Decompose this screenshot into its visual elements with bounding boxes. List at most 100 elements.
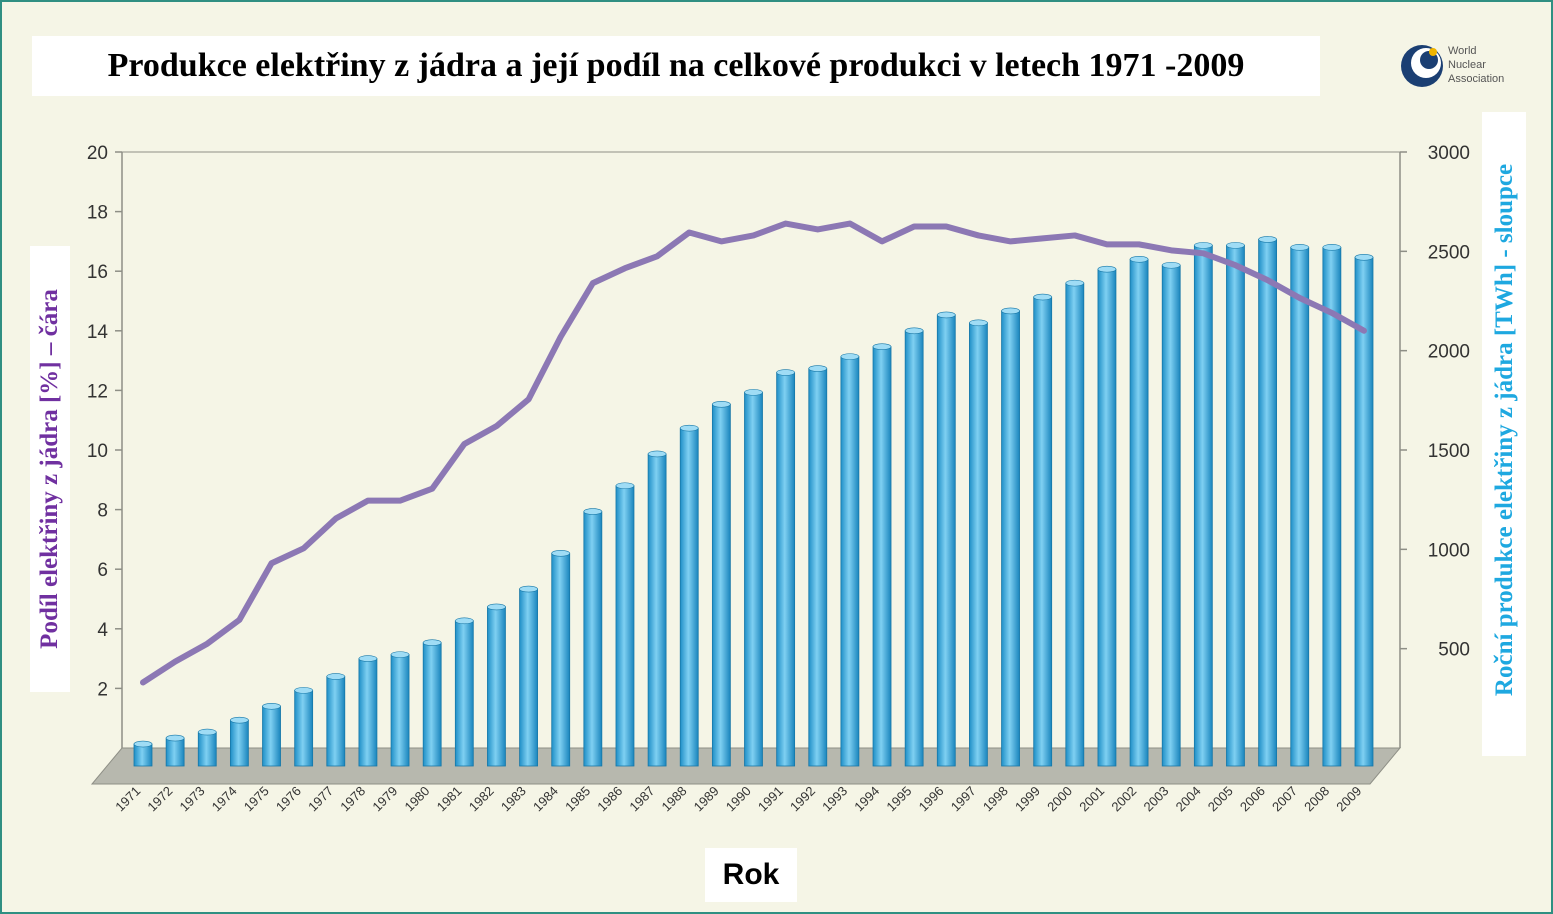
- bar-cap: [390, 651, 410, 658]
- x-tick-label: 1974: [209, 783, 240, 814]
- title-box: Produkce elektřiny z jádra a její podíl …: [32, 36, 1320, 96]
- x-tick-label: 2006: [1237, 783, 1268, 814]
- x-tick-label: 1984: [530, 783, 561, 814]
- x-tick-label: 1995: [883, 783, 914, 814]
- bar: [487, 606, 506, 767]
- bar: [1226, 244, 1245, 767]
- bar: [711, 403, 731, 767]
- left-tick-label: 20: [87, 143, 108, 164]
- bar-cap: [165, 734, 185, 742]
- x-tick-label: 2002: [1108, 783, 1139, 814]
- bar-cap: [519, 585, 538, 593]
- right-tick-label: 3000: [1428, 143, 1470, 164]
- bar: [1290, 246, 1310, 767]
- left-axis-label-box: [30, 246, 70, 692]
- x-tick-label: 1986: [594, 783, 625, 814]
- x-tick-label: 1994: [851, 783, 882, 814]
- bar-cap: [230, 716, 249, 724]
- bar: [744, 391, 763, 767]
- svg-text:Nuclear: Nuclear: [1448, 59, 1486, 71]
- bar: [326, 676, 346, 767]
- x-tick-label: 1980: [401, 783, 432, 814]
- bar-cap: [615, 482, 635, 490]
- bar: [1322, 246, 1342, 767]
- bar: [904, 330, 924, 767]
- bar: [1161, 264, 1181, 767]
- bar-cap: [455, 617, 474, 625]
- bar-cap: [1097, 265, 1117, 273]
- bar: [1001, 310, 1020, 767]
- bar: [358, 658, 378, 767]
- bar: [840, 356, 860, 767]
- bar: [776, 372, 796, 767]
- bar-cap: [872, 343, 892, 350]
- x-tick-label: 1990: [723, 783, 754, 814]
- bar: [551, 552, 571, 767]
- bar-cap: [326, 673, 346, 680]
- bar: [1065, 282, 1085, 767]
- bar-cap: [936, 311, 956, 319]
- bar-cap: [294, 687, 313, 694]
- bar-cap: [776, 369, 795, 376]
- bar-cap: [840, 353, 860, 360]
- bar-cap: [358, 655, 378, 662]
- bar-cap: [487, 603, 506, 611]
- bar: [679, 427, 699, 767]
- left-tick-label: 16: [87, 262, 108, 283]
- bar-cap: [262, 702, 281, 710]
- x-tick-label: 1978: [337, 783, 368, 814]
- x-tick-label: 1989: [691, 783, 722, 814]
- svg-text:World: World: [1448, 45, 1477, 57]
- bar-cap: [1129, 255, 1149, 263]
- bar: [294, 689, 314, 767]
- bar: [519, 588, 538, 767]
- bar: [229, 719, 249, 767]
- x-tick-label: 2005: [1205, 783, 1236, 814]
- left-tick-label: 18: [87, 203, 108, 224]
- bar-cap: [1001, 307, 1020, 315]
- right-tick-label: 500: [1438, 640, 1470, 661]
- x-tick-label: 1981: [434, 783, 465, 814]
- right-tick-label: 2000: [1428, 342, 1470, 363]
- svg-text:Association: Association: [1448, 73, 1504, 85]
- bar-cap: [1226, 242, 1245, 249]
- left-tick-label: 14: [87, 322, 109, 343]
- bar-cap: [679, 424, 699, 432]
- x-tick-label: 1985: [562, 783, 593, 814]
- bar-cap: [1322, 244, 1342, 251]
- x-tick-label: 1975: [241, 783, 272, 814]
- bar-cap: [1290, 244, 1310, 251]
- x-tick-label: 1991: [755, 783, 786, 814]
- right-axis-label-box: [1482, 112, 1526, 756]
- right-tick-label: 2500: [1428, 242, 1470, 263]
- right-tick-label: 1000: [1428, 540, 1470, 561]
- left-tick-label: 4: [97, 620, 108, 641]
- bar: [647, 453, 667, 767]
- x-tick-label: 1971: [112, 783, 143, 814]
- left-tick-label: 12: [87, 381, 108, 402]
- bar-cap: [1033, 293, 1052, 301]
- x-tick-label: 1987: [626, 783, 657, 814]
- x-tick-label: 2001: [1076, 783, 1107, 814]
- x-tick-label: 1993: [819, 783, 850, 814]
- x-tick-label: 1988: [659, 783, 690, 814]
- bar: [262, 705, 281, 767]
- bar: [1129, 258, 1149, 767]
- x-tick-label: 1976: [273, 783, 304, 814]
- x-tick-label: 1973: [177, 783, 208, 814]
- bar: [1033, 296, 1053, 767]
- world-nuclear-association-logo: World Nuclear Association: [1401, 45, 1504, 87]
- bar-cap: [904, 327, 924, 335]
- bar-cap: [1065, 279, 1085, 287]
- x-tick-label: 2009: [1333, 783, 1364, 814]
- bar: [1097, 268, 1117, 767]
- x-tick-label: 2004: [1173, 783, 1204, 814]
- bar-cap: [1354, 253, 1374, 261]
- bar-cap: [712, 401, 731, 408]
- x-tick-label: 1999: [1012, 783, 1043, 814]
- bar-cap: [422, 639, 442, 647]
- bar: [808, 368, 828, 767]
- x-tick-label: 1996: [916, 783, 947, 814]
- x-tick-label: 1977: [305, 783, 336, 814]
